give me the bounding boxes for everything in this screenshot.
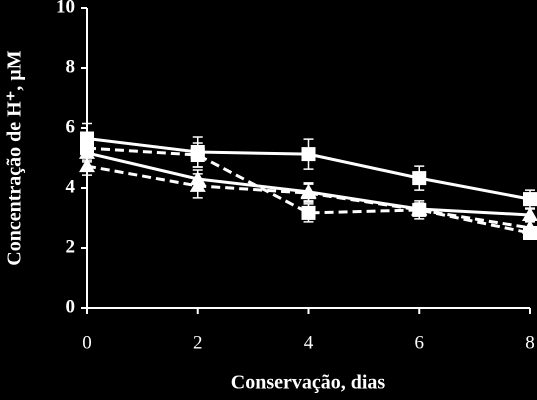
y-tick-label: 10: [56, 0, 75, 17]
y-tick-label: 4: [66, 176, 76, 197]
marker: [301, 205, 316, 220]
series-line: [86, 146, 531, 235]
y-tick-label: 8: [66, 56, 76, 77]
x-tick-label: 0: [82, 332, 92, 353]
marker: [412, 171, 427, 186]
series-line: [86, 164, 531, 230]
marker: [79, 144, 95, 159]
y-axis-title: Concentração de H⁺, µM: [4, 50, 26, 265]
marker: [300, 185, 317, 200]
x-tick-label: 2: [193, 332, 203, 353]
marker: [189, 177, 206, 192]
x-tick-label: 8: [525, 332, 535, 353]
marker: [522, 219, 537, 234]
y-tick-label: 2: [66, 236, 76, 257]
y-tick-label: 6: [66, 116, 76, 137]
marker: [523, 192, 537, 207]
y-tick-label: 0: [66, 296, 76, 317]
x-axis-title: Conservação, dias: [231, 372, 386, 394]
marker: [522, 207, 537, 221]
x-tick-label: 4: [304, 332, 314, 353]
marker: [411, 201, 428, 216]
x-tick-label: 6: [415, 332, 425, 353]
marker: [301, 147, 316, 162]
marker: [190, 148, 205, 162]
marker: [79, 158, 95, 173]
